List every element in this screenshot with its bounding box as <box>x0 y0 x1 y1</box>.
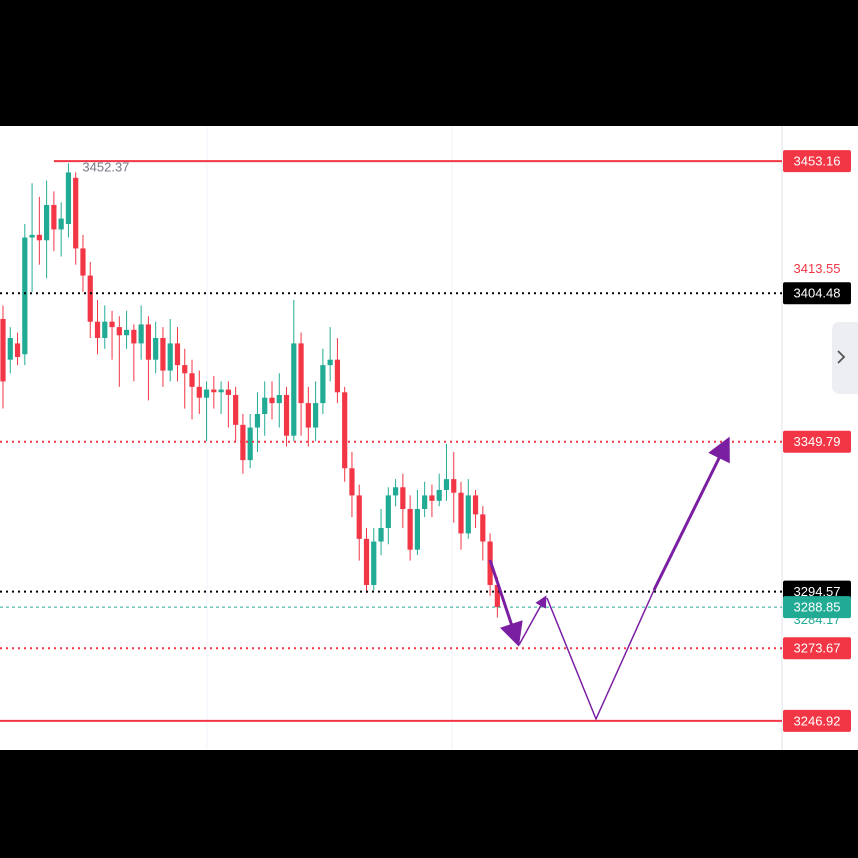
candle-body <box>254 413 261 428</box>
candle-body <box>73 177 79 249</box>
scroll-button[interactable] <box>832 322 858 394</box>
candle-body <box>116 327 122 336</box>
candle-body <box>443 479 450 490</box>
scroll-button-bg[interactable] <box>832 322 858 394</box>
candle-body <box>436 489 442 501</box>
arrow <box>488 559 523 647</box>
candle-body <box>385 495 391 528</box>
price-label: 3453.16 <box>794 154 841 169</box>
candle-body <box>14 343 21 357</box>
price-badge <box>783 596 851 619</box>
candle-body <box>414 508 420 550</box>
candle-body <box>240 424 246 461</box>
high-label: 3452.37 <box>82 160 129 175</box>
candle-body <box>465 495 471 534</box>
candle-body <box>262 397 268 414</box>
candle-body <box>283 394 290 436</box>
price-axis: 3453.16 3413.55 3404.48 3349.79 3294.573288.… <box>783 150 851 732</box>
candle-body <box>371 541 377 585</box>
candle-body <box>400 487 406 509</box>
candle-body <box>458 492 464 534</box>
candle-body <box>313 403 319 428</box>
candle-body <box>305 403 311 428</box>
candle-body <box>196 386 202 398</box>
price-badge <box>783 709 851 732</box>
price-label: 3349.79 <box>794 434 841 449</box>
candle-body <box>203 389 210 398</box>
price-label: 3404.48 <box>794 286 841 301</box>
candle-body <box>87 275 93 322</box>
candle-body <box>334 359 341 393</box>
candle-body <box>44 204 50 241</box>
candle-body <box>407 508 413 550</box>
candle-body <box>22 237 28 355</box>
candle-body <box>356 495 362 539</box>
candle-body <box>422 495 428 509</box>
arrow <box>652 436 730 591</box>
candle-body <box>182 365 188 374</box>
candle-body <box>189 373 195 387</box>
candle-body <box>494 584 500 608</box>
candle-body <box>80 248 86 276</box>
candle-body <box>342 392 348 469</box>
candle-body <box>138 324 144 344</box>
candle-body <box>109 321 115 328</box>
candle-body <box>480 514 486 542</box>
price-label: 3273.67 <box>794 641 841 656</box>
arrow <box>546 589 655 721</box>
candle-body <box>327 359 333 366</box>
price-badge <box>783 150 851 173</box>
chart-area <box>0 126 858 750</box>
price-label: 3284.17 <box>794 612 841 627</box>
candle-body <box>123 329 130 336</box>
candle-body <box>225 389 231 395</box>
candle-body <box>102 321 108 338</box>
candle-body <box>218 389 224 393</box>
candle-body <box>349 468 355 496</box>
price-label: 3246.92 <box>794 713 841 728</box>
candle-body <box>153 337 159 360</box>
candle-body <box>451 479 457 493</box>
candle-body <box>298 343 304 404</box>
price-badge <box>783 430 851 453</box>
candle-body <box>276 394 282 404</box>
candle-body <box>160 337 166 371</box>
candle-body <box>269 397 275 404</box>
candle-body <box>58 218 64 230</box>
candle-body <box>145 324 151 360</box>
candle-body <box>29 234 35 238</box>
candle-body <box>472 495 479 515</box>
candle-body <box>291 343 297 436</box>
candle-body <box>320 365 326 404</box>
arrow <box>518 595 547 646</box>
candle-body <box>94 321 101 338</box>
plot: 3452.37 <box>0 160 782 722</box>
candle-body <box>363 538 370 585</box>
candle-body <box>233 394 239 425</box>
price-badge <box>783 637 851 660</box>
candle-body <box>131 329 137 344</box>
projection-path <box>488 436 730 721</box>
candle-body <box>65 172 72 224</box>
candle-body <box>7 337 13 360</box>
price-label: 3288.85 <box>794 600 841 615</box>
price-label: 3413.55 <box>794 261 841 276</box>
candle-body <box>211 389 217 393</box>
candle-body <box>174 343 181 366</box>
candle-body <box>247 427 253 461</box>
price-label: 3294.57 <box>794 584 841 599</box>
candle-body <box>167 343 173 371</box>
candle-body <box>429 495 435 501</box>
candle-body <box>0 318 6 382</box>
candle-body <box>36 234 42 241</box>
candle-body <box>378 527 384 542</box>
candle-body <box>51 204 57 230</box>
price-badge <box>783 282 851 305</box>
candle-body <box>392 487 399 496</box>
chevron-icon[interactable] <box>837 350 846 364</box>
